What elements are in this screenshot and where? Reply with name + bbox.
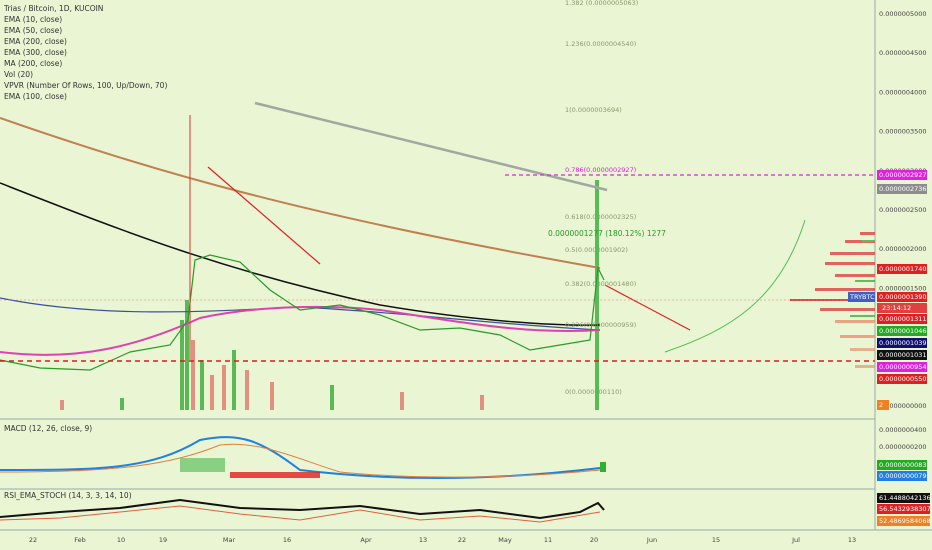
- indicator-label: VPVR (Number Of Rows, 100, Up/Down, 70): [4, 81, 167, 90]
- price-tag: [877, 314, 927, 324]
- rsi-label: RSI_EMA_STOCH (14, 3, 3, 14, 10): [4, 491, 132, 500]
- price-tag: [877, 292, 927, 302]
- fib-label: 0.382(0.0000001480): [565, 280, 636, 288]
- fib-label: 1.236(0.0000004540): [565, 40, 636, 48]
- indicator-label: EMA (100, close): [4, 92, 67, 101]
- annotation: 0.0000001277 (180.12%) 1277: [548, 229, 666, 238]
- rsi-line: [0, 498, 605, 520]
- histogram: [600, 462, 606, 472]
- x-tick-label: Apr: [360, 536, 372, 544]
- x-tick-label: May: [498, 536, 512, 544]
- x-tick-label: 11: [544, 536, 552, 544]
- stoch-line: [0, 505, 601, 523]
- price-tag-label: 0.0000001390: [879, 293, 927, 301]
- histogram: [230, 472, 320, 478]
- x-tick-label: 13: [419, 536, 427, 544]
- indicator-label: Vol (20): [4, 70, 33, 79]
- price-tag-label: 0.0000001046: [879, 327, 927, 335]
- price-tag: [877, 374, 927, 384]
- symbol-tag: [848, 292, 875, 302]
- indicator-label: EMA (10, close): [4, 15, 62, 24]
- histogram: [180, 458, 225, 472]
- price-tag-label: 52.4869584068: [879, 517, 931, 525]
- price-tag: [877, 184, 927, 194]
- y-tick-label: 0.0000002000: [879, 245, 927, 253]
- price-tag-label: 61.4488042136: [879, 494, 931, 502]
- arrow: [207, 166, 321, 265]
- x-tick-label: Mar: [223, 536, 236, 544]
- fib-label: 0.786(0.0000002927): [565, 166, 636, 174]
- x-tick-label: 22: [458, 536, 466, 544]
- price-tag: [877, 471, 927, 481]
- x-tick-label: Jun: [646, 536, 657, 544]
- price-tag: [877, 326, 927, 336]
- indicator-label: EMA (200, close): [4, 37, 67, 46]
- arrow: [664, 219, 806, 353]
- y-tick-label: 0.0000000000: [879, 402, 927, 410]
- countdown-tag: [877, 303, 927, 313]
- x-tick-label: 16: [283, 536, 291, 544]
- price-tag-label: 2: [879, 401, 883, 409]
- price-tag: [877, 338, 927, 348]
- x-tick-label: 13: [848, 536, 856, 544]
- y-tick-label: 0.0000003500: [879, 128, 927, 136]
- x-tick-label: 10: [117, 536, 125, 544]
- price-tag-label: 0.0000000079: [879, 472, 927, 480]
- y-tick-label: 0.0000001500: [879, 284, 927, 292]
- y-tick-label: 0.0000000200: [879, 443, 927, 451]
- price-tag-label: 0.0000001039: [879, 339, 927, 347]
- x-tick-label: 22: [29, 536, 37, 544]
- fib-label: 0(0.0000000110): [565, 388, 622, 396]
- macd-label: MACD (12, 26, close, 9): [4, 424, 92, 433]
- price-tag: [877, 400, 889, 410]
- price-tag: [877, 504, 930, 514]
- y-tick-label: 0.0000004000: [879, 88, 927, 96]
- price-tag-label: 0.0000002927: [879, 171, 927, 179]
- price-tag: [877, 516, 930, 526]
- price-tag-label: 0.0000001031: [879, 351, 927, 359]
- y-tick-label: 0.0000005000: [879, 10, 927, 18]
- price-tag-label: 56.5432938307: [879, 505, 931, 513]
- ema-line: [0, 305, 601, 356]
- x-tick-label: Feb: [74, 536, 86, 544]
- signal-line: [0, 443, 601, 478]
- price-tag: [877, 264, 927, 274]
- indicator-label: MA (200, close): [4, 59, 62, 68]
- price-tag-label: 0.0000001311: [879, 315, 927, 323]
- arrow: [604, 284, 691, 331]
- indicator-label: EMA (300, close): [4, 48, 67, 57]
- price-tag-label: 0.0000000550: [879, 375, 927, 383]
- price-line: [0, 254, 605, 371]
- x-tick-label: Jul: [791, 536, 800, 544]
- y-tick-label: 0.0000004500: [879, 49, 927, 57]
- price-tag-label: 0.0000000083: [879, 461, 927, 469]
- price-tag: [877, 362, 927, 372]
- price-tag: [877, 170, 927, 180]
- ema-line: [0, 182, 601, 326]
- x-tick-label: 20: [590, 536, 598, 544]
- price-tag-label: 0.0000001740: [879, 265, 927, 273]
- price-tag: [877, 460, 927, 470]
- y-tick-label: 0.0000002500: [879, 206, 927, 214]
- chart-title: Trias / Bitcoin, 1D, KUCOIN: [3, 4, 103, 13]
- fib-label: 0.236(0.0000000959): [565, 321, 636, 329]
- fib-label: 1.382 (0.0000005063): [565, 0, 638, 7]
- fib-label: 0.618(0.0000002325): [565, 213, 636, 221]
- volume-bars: [60, 180, 599, 410]
- ma-line: [0, 117, 601, 269]
- price-tag-label: 0.0000000954: [879, 363, 927, 371]
- price-tag: [877, 493, 930, 503]
- indicator-label: EMA (50, close): [4, 26, 62, 35]
- fib-label: 1(0.0000003694): [565, 106, 622, 114]
- price-tag: [877, 350, 927, 360]
- countdown: 23:14:12: [882, 304, 911, 312]
- fib-label: 0.5(0.0000001902): [565, 246, 628, 254]
- y-tick-label: 0.0000000400: [879, 426, 927, 434]
- x-tick-label: 19: [159, 536, 167, 544]
- x-tick-label: 15: [712, 536, 720, 544]
- price-tag-label: 0.0000002736: [879, 185, 927, 193]
- symbol-label: TRYBTC: [849, 293, 875, 301]
